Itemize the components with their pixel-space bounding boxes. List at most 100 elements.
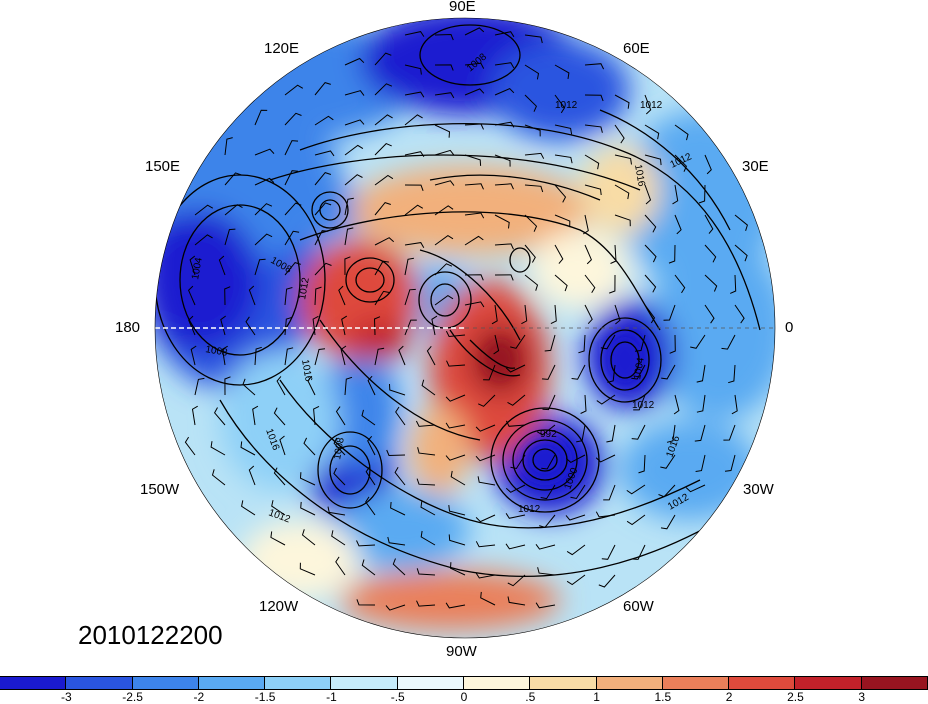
colorbar-swatch [596,677,663,689]
wind-barb [734,214,748,231]
wind-barb [434,124,451,138]
wind-barb [434,205,454,216]
wind-barb [254,109,268,126]
wind-barb [210,441,226,456]
colorbar-swatch [729,677,796,689]
wind-barb [404,257,414,276]
wind-barb [704,214,714,234]
wind-barb [445,394,466,402]
wind-barb [242,378,256,396]
wind-barb [554,214,571,228]
wind-barb [507,596,526,606]
wind-barb [434,263,453,276]
wind-barb [734,244,748,262]
wind-barb [404,64,422,75]
wind-barb [313,405,320,426]
wind-barb [674,154,687,172]
wind-barb [284,287,293,306]
contour-label: 1012 [640,100,663,111]
wind-barb [578,334,586,354]
wind-barb [644,274,657,293]
wind-barb [404,31,425,37]
wind-barb [356,599,376,606]
wind-barb [434,33,454,41]
wind-barb [626,514,646,526]
wind-barb [270,531,286,546]
wind-barb [614,154,632,165]
wind-barb [540,484,556,500]
wind-barb [344,144,364,156]
contour-label: 1012 [518,504,541,515]
wind-barb [614,124,625,144]
wind-barb [607,364,616,383]
wind-barb [464,62,485,69]
wind-barb [300,501,316,516]
wind-barb [494,214,510,229]
wind-barb [491,304,498,325]
wind-barb [365,496,376,516]
contour-label: 992 [540,429,557,440]
wind-barb [584,94,604,102]
wind-barb [420,530,436,546]
wind-barb [584,184,602,196]
wind-barb [394,467,406,486]
wind-barb [434,294,454,306]
wind-barb [554,244,564,264]
wind-barb [254,177,275,186]
colorbar-tick-label: -2 [193,690,205,704]
wind-barb [524,152,545,159]
wind-barb [254,346,262,366]
wind-barb [314,286,322,306]
wind-barb [284,347,294,366]
wind-barb [224,137,233,156]
wind-barb [387,536,406,546]
wind-barb [344,57,365,66]
wind-barb [644,214,657,233]
wind-barb [434,64,454,71]
wind-barb [644,154,662,166]
wind-barb [554,184,567,203]
wind-barb [584,274,596,294]
contour-label: 1008 [204,344,228,359]
colorbar-swatch [861,677,928,689]
wind-barb [524,184,544,193]
colorbar-tick-label: .5 [525,690,536,704]
wind-barb [374,202,391,216]
wind-barb [524,244,536,263]
lon-label-120w: 120W [259,598,299,615]
wind-barb [344,174,363,186]
wind-barb [404,184,424,191]
contour-label: 1004 [632,356,647,380]
wind-barb [327,506,346,516]
wind-barb [475,541,496,548]
wind-barb [606,424,616,443]
wind-barb [603,484,616,501]
colorbar-tick-label: -3 [60,690,72,704]
wind-barb [584,244,592,265]
wind-barb [220,315,226,336]
wind-barb [284,262,301,276]
wind-barb [254,148,275,156]
wind-barb [191,405,198,426]
wind-barb [333,467,346,486]
wind-barb [254,258,266,276]
wind-barb [254,203,273,216]
wind-barb [434,149,455,156]
wind-barb [524,214,538,232]
wind-barb [404,91,425,98]
wind-barb [554,274,568,292]
lon-label-180: 180 [115,319,141,336]
wind-barb [341,315,348,336]
wind-barb [524,124,541,137]
wind-barb [674,124,689,141]
wind-barb [331,530,346,546]
wind-barb [584,63,605,70]
lon-label-30w: 30W [743,481,774,498]
wind-barb [694,424,706,442]
wind-barb [392,558,406,576]
wind-barb [314,172,332,186]
wind-barb [674,274,686,294]
wind-barb [416,478,436,486]
wind-barb [584,304,593,325]
wind-barb [446,360,466,367]
